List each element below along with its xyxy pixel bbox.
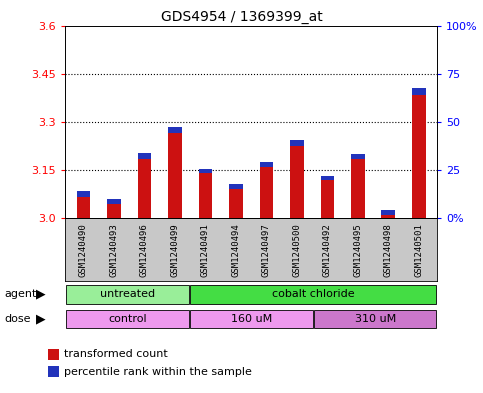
Bar	[190, 310, 313, 328]
Bar	[107, 204, 121, 218]
Text: GDS4954 / 1369399_at: GDS4954 / 1369399_at	[161, 10, 322, 24]
Text: GSM1240501: GSM1240501	[414, 223, 423, 277]
Bar	[199, 169, 213, 173]
Bar	[229, 189, 243, 218]
Bar	[412, 95, 426, 218]
Text: GSM1240494: GSM1240494	[231, 223, 241, 277]
Bar	[199, 173, 213, 218]
Text: 160 uM: 160 uM	[230, 314, 272, 324]
Bar	[168, 133, 182, 218]
Bar	[66, 285, 188, 303]
Bar	[382, 215, 395, 218]
Bar	[190, 285, 437, 303]
Bar	[290, 140, 304, 146]
Text: GSM1240497: GSM1240497	[262, 223, 271, 277]
Text: GSM1240500: GSM1240500	[292, 223, 301, 277]
Bar	[138, 153, 151, 159]
Text: untreated: untreated	[99, 289, 155, 299]
Bar	[351, 159, 365, 218]
Text: cobalt chloride: cobalt chloride	[272, 289, 355, 299]
Bar	[321, 180, 334, 218]
Bar	[412, 88, 426, 95]
Text: 310 uM: 310 uM	[355, 314, 396, 324]
Text: GSM1240496: GSM1240496	[140, 223, 149, 277]
Bar	[66, 310, 188, 328]
Bar	[77, 197, 90, 218]
Bar	[259, 162, 273, 167]
Text: GSM1240491: GSM1240491	[201, 223, 210, 277]
Bar	[382, 210, 395, 215]
Bar	[107, 200, 121, 204]
Text: ▶: ▶	[36, 288, 46, 301]
Text: GSM1240490: GSM1240490	[79, 223, 88, 277]
Bar	[351, 154, 365, 159]
Text: GSM1240498: GSM1240498	[384, 223, 393, 277]
Bar	[77, 191, 90, 197]
Bar	[138, 159, 151, 218]
Bar	[229, 184, 243, 189]
Bar	[259, 167, 273, 218]
Text: transformed count: transformed count	[64, 349, 168, 359]
Text: ▶: ▶	[36, 312, 46, 326]
Text: GSM1240493: GSM1240493	[110, 223, 118, 277]
Text: GSM1240492: GSM1240492	[323, 223, 332, 277]
Text: dose: dose	[5, 314, 31, 324]
Bar	[168, 127, 182, 133]
Text: percentile rank within the sample: percentile rank within the sample	[64, 367, 252, 377]
Bar	[314, 310, 437, 328]
Text: agent: agent	[5, 289, 37, 299]
Text: control: control	[108, 314, 146, 324]
Bar	[321, 176, 334, 180]
Text: GSM1240499: GSM1240499	[170, 223, 180, 277]
Bar	[290, 146, 304, 218]
Text: GSM1240495: GSM1240495	[354, 223, 362, 277]
